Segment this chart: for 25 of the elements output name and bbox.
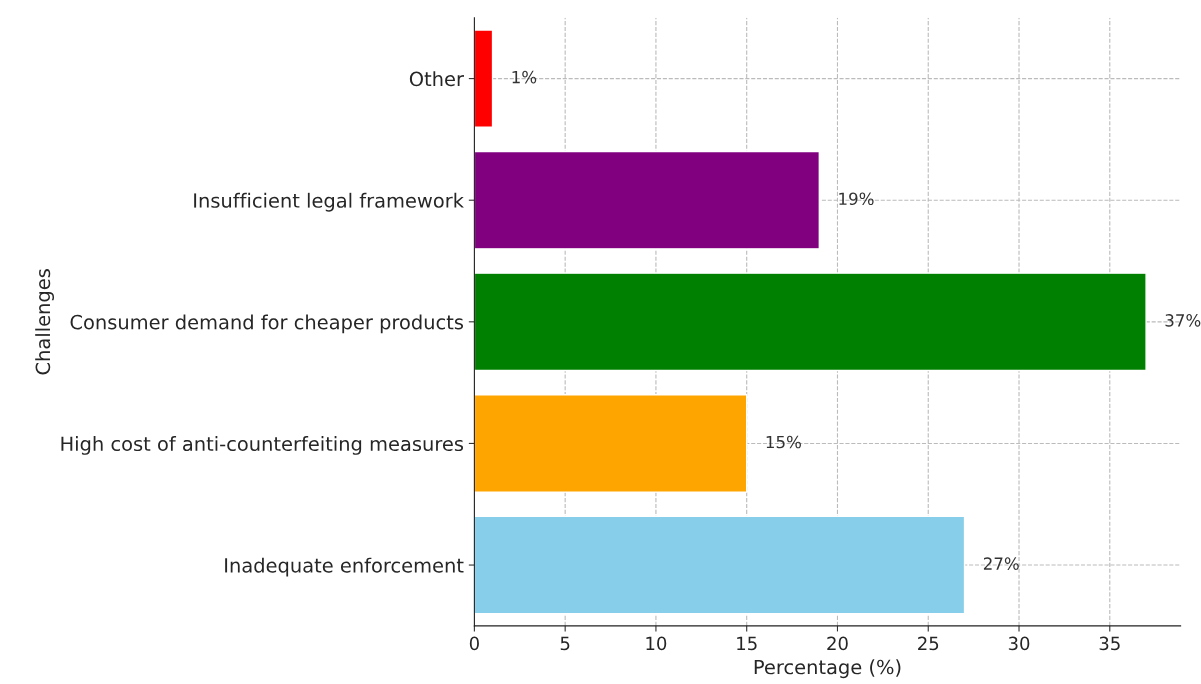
x-tick-label: 0 bbox=[469, 636, 479, 651]
x-tick-label: 35 bbox=[1099, 636, 1120, 651]
bar bbox=[474, 394, 748, 493]
data-label: 15% bbox=[766, 435, 801, 449]
y-tick-label: Consumer demand for cheaper products bbox=[70, 314, 464, 334]
y-tick-label: High cost of anti-counterfeiting measures bbox=[61, 436, 464, 455]
bar bbox=[474, 150, 821, 250]
x-tick-label: 15 bbox=[737, 636, 757, 651]
bar bbox=[474, 29, 494, 128]
data-label: 19% bbox=[839, 192, 874, 206]
y-tick-label: Inadequate enforcement bbox=[225, 557, 464, 577]
bar bbox=[474, 272, 1147, 372]
data-label: 37% bbox=[1165, 314, 1201, 327]
x-tick-label: 10 bbox=[646, 636, 667, 651]
bar bbox=[474, 515, 966, 615]
x-tick-label: 20 bbox=[827, 636, 848, 651]
data-label: 27% bbox=[983, 557, 1019, 570]
x-tick-label: 30 bbox=[1008, 636, 1030, 651]
data-label: 1% bbox=[512, 70, 537, 84]
y-tick-label: Other bbox=[409, 71, 464, 87]
x-tick-label: 5 bbox=[560, 636, 570, 651]
y-tick-label: Insufficient legal framework bbox=[194, 192, 464, 212]
x-tick-label: 25 bbox=[918, 636, 939, 651]
y-axis-title: Challenges bbox=[35, 269, 55, 375]
x-axis-title: Percentage (%) bbox=[754, 659, 901, 679]
